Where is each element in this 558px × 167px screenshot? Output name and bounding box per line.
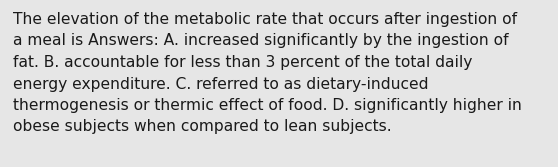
Text: fat. B. accountable for less than 3 percent of the total daily: fat. B. accountable for less than 3 perc… xyxy=(13,55,473,70)
Text: The elevation of the metabolic rate that occurs after ingestion of: The elevation of the metabolic rate that… xyxy=(13,12,517,27)
Text: thermogenesis or thermic effect of food. D. significantly higher in: thermogenesis or thermic effect of food.… xyxy=(13,98,522,113)
Text: energy expenditure. C. referred to as dietary-induced: energy expenditure. C. referred to as di… xyxy=(13,76,429,92)
Text: obese subjects when compared to lean subjects.: obese subjects when compared to lean sub… xyxy=(13,120,392,134)
Text: a meal is Answers: A. increased significantly by the ingestion of: a meal is Answers: A. increased signific… xyxy=(13,34,509,48)
